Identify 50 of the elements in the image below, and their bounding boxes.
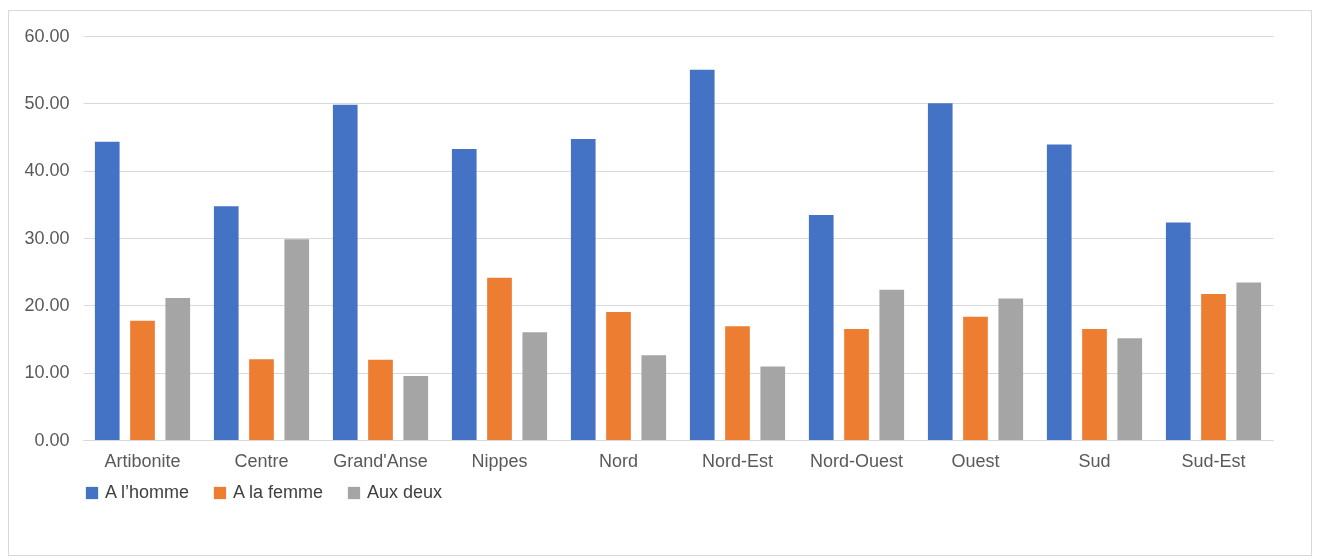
x-tick-label: Artibonite — [104, 450, 181, 471]
y-tick-label: 0.00 — [34, 429, 70, 450]
bar — [522, 332, 548, 440]
bar — [606, 312, 631, 440]
bar — [1046, 144, 1072, 440]
bar — [1082, 328, 1107, 440]
y-tick-label: 40.00 — [24, 160, 70, 181]
y-tick-label: 30.00 — [24, 227, 70, 248]
x-tick-label: Nord-Ouest — [809, 450, 904, 471]
x-tick-label: Nippes — [471, 450, 528, 471]
bar — [1236, 282, 1262, 440]
bar — [284, 239, 310, 440]
legend-label: Aux deux — [367, 482, 443, 502]
bar — [213, 206, 239, 440]
bar — [332, 104, 358, 440]
bar — [1117, 338, 1143, 440]
y-tick-label: 10.00 — [24, 362, 70, 383]
bar — [570, 139, 596, 440]
bar — [641, 355, 667, 440]
bar — [927, 103, 953, 440]
bar — [487, 277, 512, 440]
x-tick-label: Ouest — [951, 450, 1000, 471]
bar — [725, 326, 750, 440]
bar — [1201, 293, 1226, 440]
bar — [879, 289, 905, 440]
bar — [808, 215, 834, 440]
bar — [844, 328, 869, 440]
bar — [130, 320, 155, 440]
bar — [689, 69, 715, 440]
x-tick-label: Nord — [598, 450, 639, 471]
bar — [403, 376, 429, 440]
bar — [1165, 222, 1191, 440]
bar — [451, 149, 477, 440]
y-tick-label: 50.00 — [24, 92, 70, 113]
x-tick-label: Nord-Est — [701, 450, 774, 471]
y-tick-label: 60.00 — [24, 25, 70, 46]
bar — [760, 366, 786, 440]
bar — [94, 141, 120, 440]
bar — [368, 359, 393, 440]
legend-label: A la femme — [233, 482, 324, 502]
x-tick-label: Centre — [234, 450, 289, 471]
bar — [249, 359, 274, 440]
x-tick-label: Sud-Est — [1181, 450, 1246, 471]
bar — [165, 297, 191, 440]
y-tick-label: 20.00 — [24, 294, 70, 315]
legend-label: A l’homme — [105, 482, 190, 502]
x-tick-label: Sud — [1078, 450, 1111, 471]
bar — [963, 316, 988, 440]
bar — [998, 298, 1024, 440]
x-tick-label: Grand'Anse — [333, 450, 428, 471]
